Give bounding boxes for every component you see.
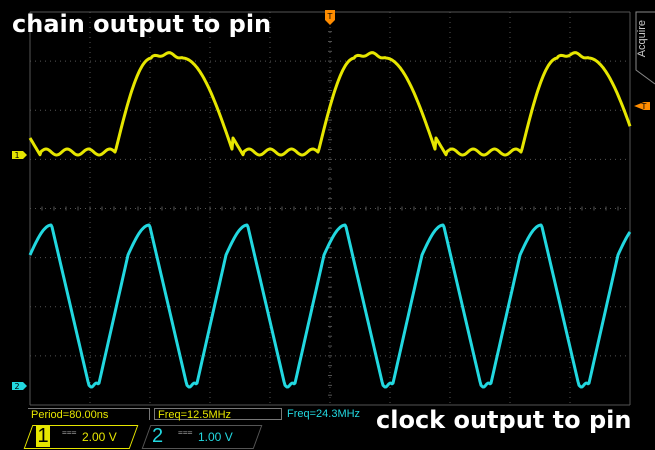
ch1-dc-coupling-icon: === bbox=[62, 428, 77, 437]
ch1-ground-marker[interactable]: 1 bbox=[12, 151, 27, 160]
ch1-waveform bbox=[28, 51, 632, 157]
ch2-marker-label: 2 bbox=[14, 382, 19, 391]
ch2-dc-coupling-icon: === bbox=[178, 428, 193, 437]
ch1-number-badge: 1 bbox=[36, 425, 50, 447]
trigger-marker-label: T bbox=[327, 12, 333, 21]
ch2-waveform bbox=[28, 223, 632, 389]
acquire-tab-outline bbox=[635, 11, 655, 85]
ch2-ground-marker[interactable]: 2 bbox=[12, 382, 27, 391]
top-annotation: chain output to pin bbox=[12, 10, 272, 38]
bottom-annotation: clock output to pin bbox=[376, 406, 632, 434]
ch1-volts-per-div: 2.00 V bbox=[82, 430, 117, 444]
ch1-marker-label: 1 bbox=[14, 151, 19, 160]
trigger-level-marker[interactable]: T bbox=[634, 102, 650, 111]
ch2-number-badge: 2 bbox=[152, 425, 164, 447]
ch2-frequency-measurement: Freq=24.3MHz bbox=[287, 408, 361, 420]
trigger-level-label: T bbox=[641, 102, 647, 111]
ch1-frequency-measurement: Freq=12.5MHz bbox=[154, 408, 282, 421]
period-measurement: Period=80.00ns bbox=[28, 408, 150, 421]
acquire-menu-tab[interactable]: Acquire bbox=[636, 20, 648, 58]
graticule bbox=[29, 11, 631, 406]
ch2-volts-per-div: 1.00 V bbox=[198, 430, 233, 444]
trigger-position-marker[interactable]: T bbox=[325, 10, 335, 25]
